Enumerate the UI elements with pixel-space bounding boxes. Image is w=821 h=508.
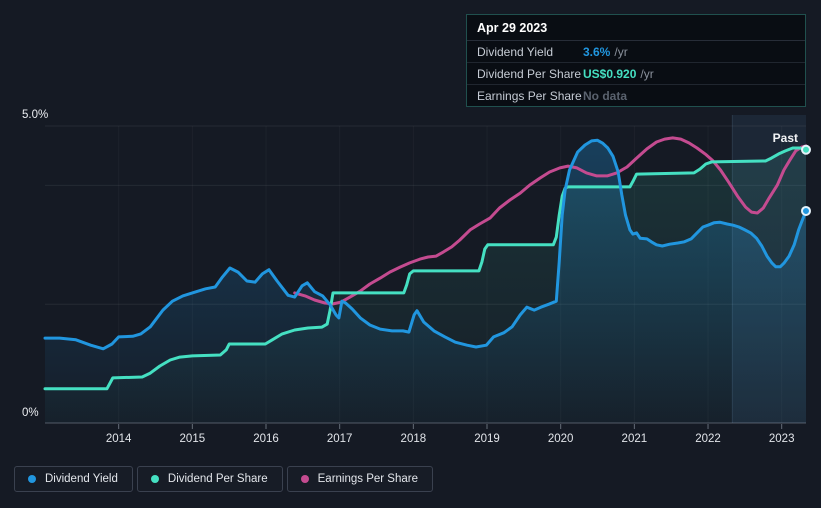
tooltip-value-suffix: /yr: [640, 66, 654, 81]
past-label: Past: [773, 131, 798, 145]
tooltip-row-dividend-yield: Dividend Yield 3.6% /yr: [467, 41, 805, 63]
dividend-chart[interactable]: 2014 2015 2016 2017 2018 2019 2020 2021 2022 2023…: [0, 0, 821, 455]
legend-label: Earnings Per Share: [317, 473, 418, 485]
tooltip-value: No data: [583, 88, 628, 103]
tooltip-row-dividend-per-share: Dividend Per Share US$0.920 /yr: [467, 63, 805, 85]
tooltip-date: Apr 29 2023: [467, 15, 805, 41]
legend-label: Dividend Per Share: [167, 473, 268, 485]
svg-text:2019: 2019: [474, 433, 500, 445]
tooltip-value: US$0.920: [583, 66, 637, 81]
tooltip-row-earnings-per-share: Earnings Per Share No data: [467, 85, 805, 106]
svg-text:2022: 2022: [695, 433, 721, 445]
legend-item-dividend-per-share[interactable]: Dividend Per Share: [136, 466, 283, 492]
legend-item-earnings-per-share[interactable]: Earnings Per Share: [286, 466, 433, 492]
dividend-yield-dot-icon: [28, 475, 36, 483]
svg-text:2021: 2021: [622, 433, 648, 445]
tooltip-label: Dividend Per Share: [477, 66, 582, 81]
chart-legend: Dividend Yield Dividend Per Share Earnin…: [14, 466, 433, 492]
chart-tooltip: Apr 29 2023 Dividend Yield 3.6% /yr Divi…: [466, 14, 806, 107]
svg-text:2017: 2017: [327, 433, 353, 445]
tooltip-value-suffix: /yr: [614, 44, 628, 59]
legend-item-dividend-yield[interactable]: Dividend Yield: [14, 466, 133, 492]
svg-text:2016: 2016: [253, 433, 279, 445]
tooltip-label: Earnings Per Share: [477, 88, 582, 103]
svg-text:2023: 2023: [769, 433, 795, 445]
svg-text:0%: 0%: [22, 407, 39, 419]
dividend-chart-svg[interactable]: 2014 2015 2016 2017 2018 2019 2020 2021 2022 2023…: [0, 0, 821, 455]
legend-label: Dividend Yield: [45, 473, 118, 485]
dividend-per-share-dot-icon: [150, 475, 159, 483]
svg-text:2020: 2020: [548, 433, 574, 445]
tooltip-value: 3.6%: [583, 44, 611, 59]
svg-text:5.0%: 5.0%: [22, 109, 48, 121]
tooltip-label: Dividend Yield: [477, 44, 554, 59]
svg-text:2018: 2018: [401, 433, 427, 445]
earnings-per-share-dot-icon: [300, 475, 309, 483]
svg-text:2015: 2015: [180, 433, 206, 445]
svg-text:2014: 2014: [106, 433, 132, 445]
